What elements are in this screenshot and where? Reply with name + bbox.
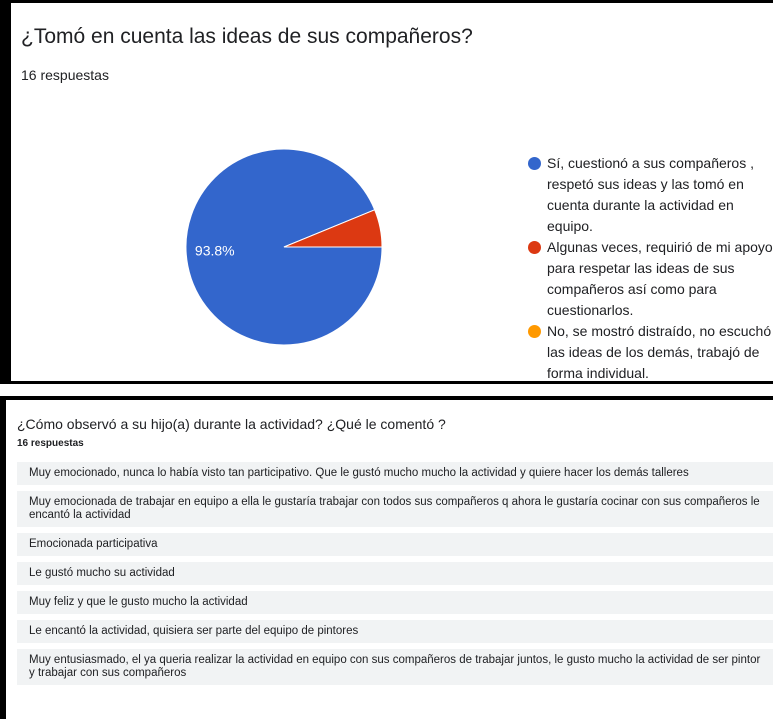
response-item: Le encantó la actividad, quisiera ser pa… <box>17 620 773 643</box>
response-item: Emocionada participativa <box>17 533 773 556</box>
legend-swatch <box>528 157 541 170</box>
legend-entry: Algunas veces, requirió de mi apoyo para… <box>528 237 773 321</box>
response-item: Muy emocionada de trabajar en equipo a e… <box>17 491 773 527</box>
legend-label: Algunas veces, requirió de mi apoyo para… <box>547 239 773 318</box>
slice-label: 93.8% <box>195 243 235 259</box>
response-item: Muy emocionado, nunca lo había visto tan… <box>17 462 773 485</box>
response-count: 16 respuestas <box>17 438 84 449</box>
response-item: Muy entusiasmado, el ya queria realizar … <box>17 649 773 685</box>
legend-swatch <box>528 325 541 338</box>
responses-panel: ¿Cómo observó a su hijo(a) durante la ac… <box>0 396 773 719</box>
question-title: ¿Cómo observó a su hijo(a) durante la ac… <box>17 416 446 432</box>
pie-slice <box>283 209 383 248</box>
legend-entry: Sí, cuestionó a sus compañeros , respetó… <box>528 153 773 237</box>
chart: 93.8% <box>185 148 383 346</box>
pie-panel: 93.8% ¿Tomó en cuenta las ideas de sus c… <box>0 0 773 384</box>
response-item: Muy feliz y que le gusto mucho la activi… <box>17 591 773 614</box>
legend: Sí, cuestionó a sus compañeros , respetó… <box>528 153 773 381</box>
chart-subtitle: 16 respuestas <box>21 67 109 83</box>
chart-title: ¿Tomó en cuenta las ideas de sus compañe… <box>21 25 473 48</box>
legend-label: Sí, cuestionó a sus compañeros , respetó… <box>547 155 754 234</box>
legend-label: No, se mostró distraído, no escuchó las … <box>547 323 772 381</box>
response-item: Le gustó mucho su actividad <box>17 562 773 585</box>
legend-swatch <box>528 241 541 254</box>
response-list: Muy emocionado, nunca lo había visto tan… <box>17 462 773 691</box>
legend-entry: No, se mostró distraído, no escuchó las … <box>528 321 773 381</box>
